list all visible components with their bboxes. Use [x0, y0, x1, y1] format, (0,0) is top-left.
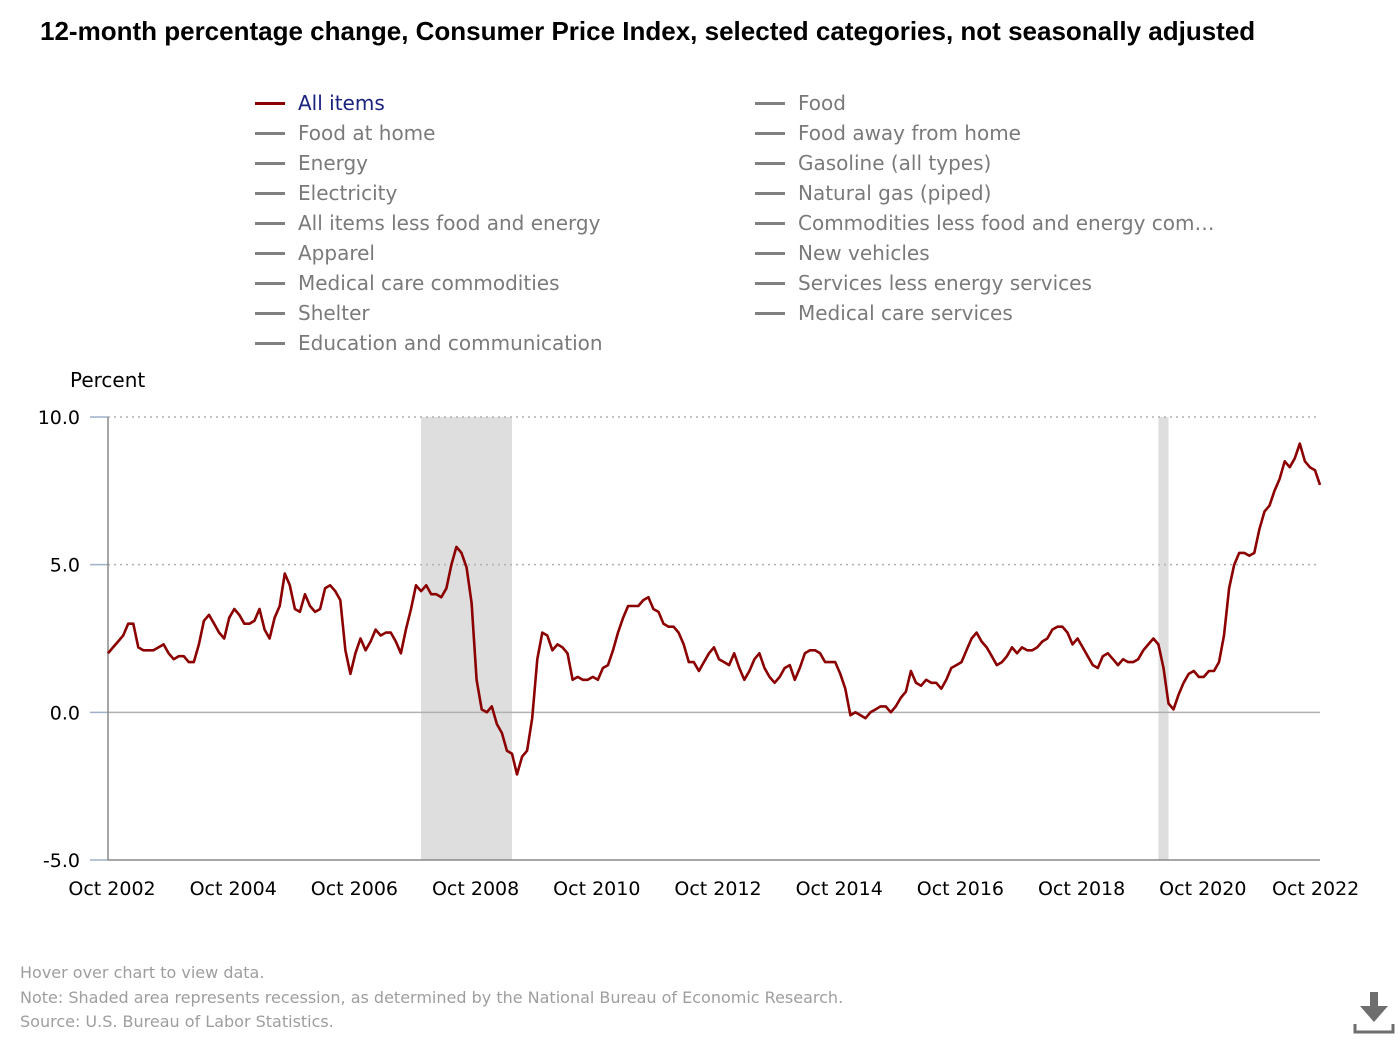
legend-swatch	[255, 131, 285, 135]
x-tick-label: Oct 2006	[311, 878, 398, 900]
x-tick-label: Oct 2018	[1038, 878, 1125, 900]
legend-label: Food away from home	[798, 121, 1021, 145]
legend-swatch	[755, 311, 785, 315]
legend-swatch	[255, 251, 285, 255]
legend-swatch	[255, 161, 285, 165]
legend-label: Energy	[298, 151, 369, 175]
legend-label: Education and communication	[298, 331, 603, 355]
legend-item[interactable]: Services less energy services	[755, 268, 1092, 298]
legend-item[interactable]: Medical care commodities	[255, 268, 559, 298]
recession-shade	[421, 417, 512, 860]
legend-item[interactable]: Shelter	[255, 298, 370, 328]
legend-item[interactable]: Food at home	[255, 118, 435, 148]
legend-item[interactable]: Natural gas (piped)	[755, 178, 991, 208]
chart-title: 12-month percentage change, Consumer Pri…	[40, 16, 1256, 46]
legend-label: Medical care commodities	[298, 271, 560, 295]
legend-label: All items	[298, 91, 385, 115]
legend-label: Services less energy services	[798, 271, 1092, 295]
legend-swatch	[755, 191, 785, 195]
legend-label: Food at home	[298, 121, 436, 145]
legend-swatch	[255, 221, 285, 225]
legend-item[interactable]: Food away from home	[755, 118, 1021, 148]
legend-label: Apparel	[298, 241, 375, 265]
legend-item[interactable]: Energy	[255, 148, 368, 178]
y-tick-label: 0.0	[50, 702, 80, 724]
legend-label: All items less food and energy	[298, 211, 601, 235]
legend-item[interactable]: Gasoline (all types)	[755, 148, 991, 178]
legend-item[interactable]: All items less food and energy	[255, 208, 600, 238]
x-tick-label: Oct 2010	[553, 878, 640, 900]
legend-item[interactable]: Commodities less food and energy com…	[755, 208, 1215, 238]
legend-item[interactable]: Apparel	[255, 238, 375, 268]
x-tick-label: Oct 2020	[1159, 878, 1246, 900]
legend-swatch	[755, 161, 785, 165]
legend-item[interactable]: Food	[755, 88, 846, 118]
legend-swatch	[255, 191, 285, 195]
legend-item[interactable]: All items	[255, 88, 385, 118]
x-tick-label: Oct 2002	[68, 878, 155, 900]
y-tick-label: 5.0	[50, 555, 80, 577]
legend-label: Electricity	[298, 181, 398, 205]
x-tick-label: Oct 2008	[432, 878, 519, 900]
line-chart[interactable]: 10.0 5.0 0.0 -5.0 Oct 2002 Oct 2004 Oct 2006 Oc…	[0, 390, 1400, 910]
y-tick-label: -5.0	[43, 850, 80, 872]
recession-note: Note: Shaded area represents recession, …	[20, 988, 844, 1007]
legend-swatch	[255, 281, 285, 285]
download-icon[interactable]	[1352, 990, 1396, 1036]
legend-swatch	[755, 251, 785, 255]
legend-item[interactable]: Education and communication	[255, 328, 603, 358]
recession-shade	[1158, 417, 1169, 860]
y-tick-label: 10.0	[38, 407, 80, 429]
legend-swatch	[255, 311, 285, 315]
legend-label: Commodities less food and energy com…	[798, 211, 1215, 235]
hover-hint: Hover over chart to view data.	[20, 963, 265, 982]
x-tick-label: Oct 2004	[190, 878, 277, 900]
legend-label: Medical care services	[798, 301, 1013, 325]
legend-swatch	[755, 281, 785, 285]
x-tick-label: Oct 2012	[674, 878, 761, 900]
series-line-all-items[interactable]	[107, 442, 1322, 776]
legend-label: Food	[798, 91, 846, 115]
y-axis-label: Percent	[70, 368, 146, 392]
legend-label: Gasoline (all types)	[798, 151, 992, 175]
legend-swatch	[755, 131, 785, 135]
x-tick-label: Oct 2016	[917, 878, 1004, 900]
x-tick-label: Oct 2022	[1272, 878, 1359, 900]
x-tick-label: Oct 2014	[796, 878, 883, 900]
legend-item[interactable]: New vehicles	[755, 238, 930, 268]
legend-swatch	[255, 101, 285, 105]
legend-swatch	[755, 101, 785, 105]
legend-item[interactable]: Medical care services	[755, 298, 1013, 328]
legend-swatch	[255, 341, 285, 345]
legend-label: Natural gas (piped)	[798, 181, 992, 205]
legend-label: New vehicles	[798, 241, 930, 265]
source-note: Source: U.S. Bureau of Labor Statistics.	[20, 1012, 334, 1031]
legend-swatch	[755, 221, 785, 225]
legend-item[interactable]: Electricity	[255, 178, 397, 208]
legend-label: Shelter	[298, 301, 370, 325]
